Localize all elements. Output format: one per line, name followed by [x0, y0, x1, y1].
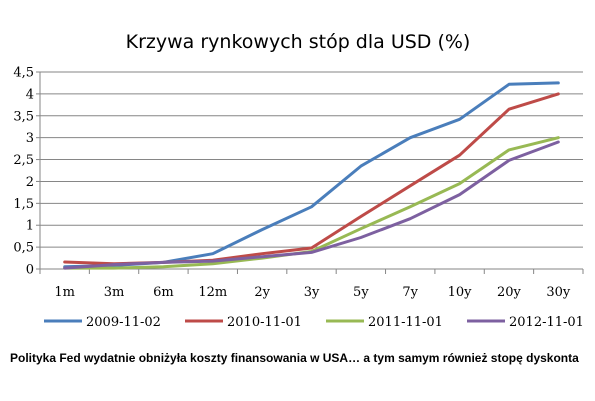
series-line-2009-11-02 [63, 81, 560, 269]
legend-label: 2012-11-01 [509, 315, 584, 330]
legend-label: 2011-11-01 [368, 315, 443, 330]
x-tick-label: 3y [304, 285, 320, 300]
y-tick-labels: 0 0,5 1 1,5 2 2,5 3 3,5 4 4,5 [13, 66, 34, 278]
x-tick-label: 20y [497, 285, 522, 300]
caption: Polityka Fed wydatnie obniżyła koszty fi… [10, 351, 579, 365]
series-line-2012-11-01 [63, 140, 560, 270]
x-tick-label: 5y [353, 285, 369, 300]
gridlines [40, 71, 583, 248]
line-chart: Krzywa rynkowych stóp dla USD (%) 0 0,5 1 1… [13, 31, 584, 330]
y-tick-label: 0 [26, 263, 34, 278]
x-tick-label: 30y [546, 285, 571, 300]
x-tick-label: 3m [104, 285, 125, 300]
y-tick-label: 3,5 [13, 109, 34, 124]
y-tick-label: 1 [26, 219, 34, 234]
legend-label: 2010-11-01 [227, 315, 302, 330]
x-tick-label: 1m [54, 285, 75, 300]
axes [36, 71, 584, 274]
y-tick-label: 3 [26, 131, 34, 146]
x-tick-label: 12m [198, 285, 227, 300]
y-tick-label: 0,5 [13, 241, 34, 256]
y-tick-label: 2,5 [13, 153, 34, 168]
legend-label: 2009-11-02 [86, 315, 161, 330]
chart-title: Krzywa rynkowych stóp dla USD (%) [126, 31, 471, 53]
y-tick-label: 1,5 [13, 197, 34, 212]
y-tick-label: 4 [26, 87, 34, 102]
x-tick-labels: 1m 3m 6m 12m 2y 3y 5y 7y 10y 20y 30y [54, 285, 571, 300]
series-lines [63, 81, 560, 270]
legend: 2009-11-02 2010-11-01 2011-11-01 2012-11-01 [44, 315, 584, 330]
y-tick-label: 4,5 [13, 66, 34, 81]
y-tick-label: 2 [26, 175, 34, 190]
x-tick-label: 6m [153, 285, 174, 300]
x-tick-label: 2y [254, 285, 270, 300]
x-tick-label: 7y [402, 285, 418, 300]
x-tick-label: 10y [448, 285, 473, 300]
